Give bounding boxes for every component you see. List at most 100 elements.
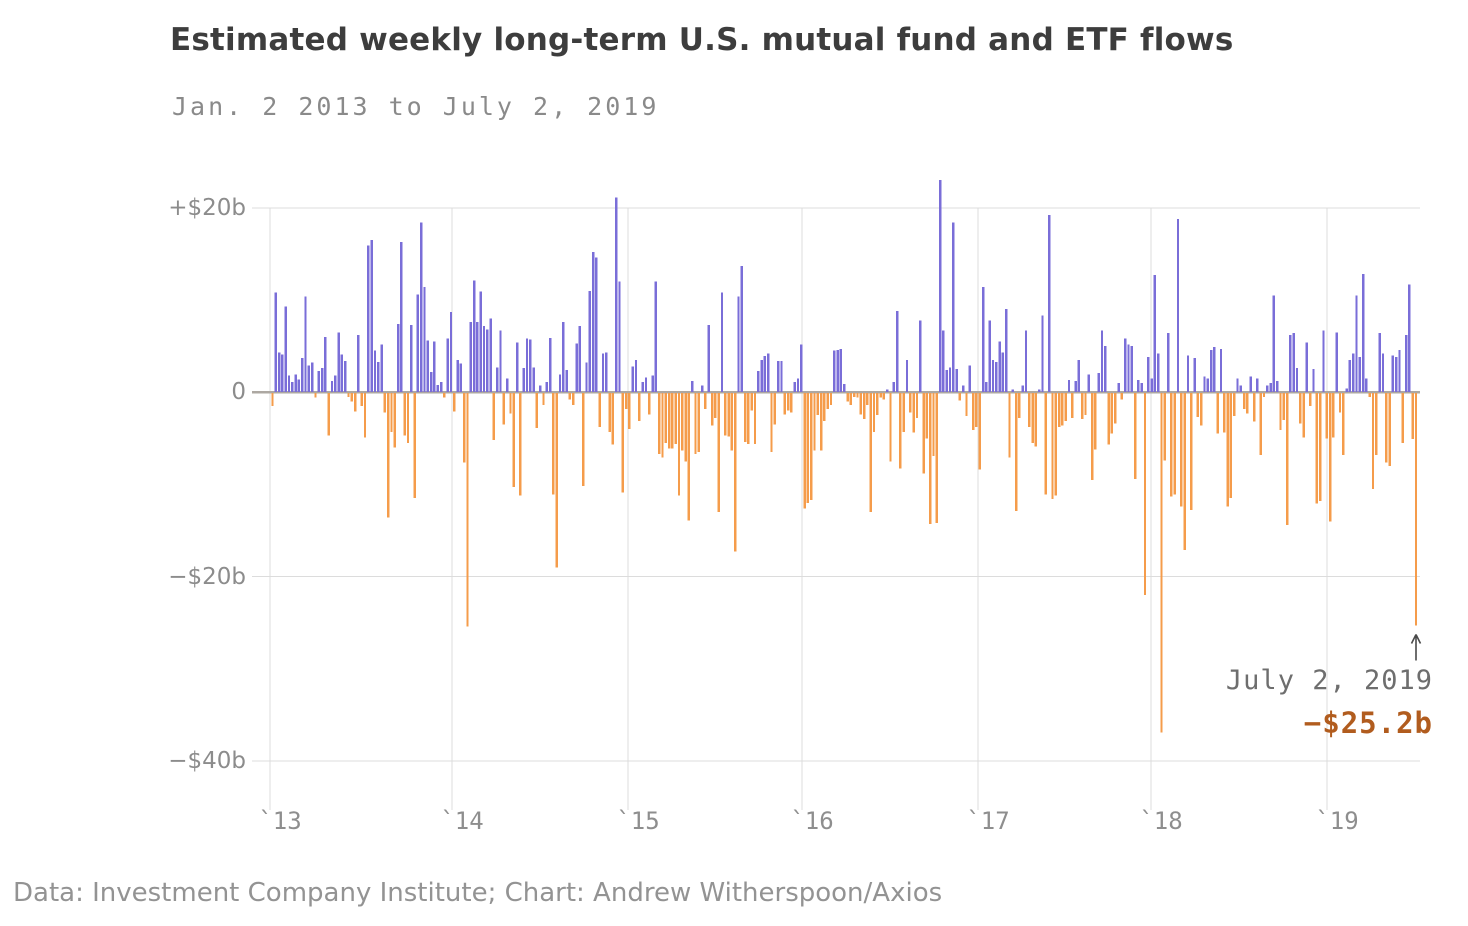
outflow-bar — [790, 393, 793, 413]
outflow-bar — [1160, 393, 1163, 733]
inflow-bar — [1176, 218, 1180, 393]
inflow-bar — [948, 367, 952, 393]
outflow-bar — [628, 393, 631, 430]
outflow-bar — [535, 393, 539, 429]
chart-subtitle: Jan. 2 2013 to July 2, 2019 — [172, 92, 660, 121]
inflow-bar — [1127, 344, 1130, 393]
inflow-bar — [373, 350, 377, 393]
outflow-bar — [730, 393, 734, 451]
inflow-bar — [839, 348, 843, 393]
inflow-bar — [988, 320, 991, 393]
inflow-bar — [1348, 359, 1352, 393]
inflow-bar — [449, 311, 453, 393]
inflow-bar — [304, 296, 307, 393]
inflow-bar — [525, 338, 529, 393]
inflow-bar — [532, 367, 535, 393]
outflow-bar — [393, 393, 396, 448]
inflow-bar — [1358, 357, 1362, 393]
inflow-bar — [644, 377, 648, 393]
outflow-bar — [813, 393, 816, 451]
outflow-bar — [661, 393, 664, 458]
outflow-bar — [1368, 393, 1371, 397]
inflow-bar — [776, 360, 780, 393]
outflow-bar — [783, 393, 786, 415]
inflow-bar — [1345, 388, 1348, 393]
outflow-bar — [717, 393, 720, 513]
outflow-bar — [1061, 393, 1064, 426]
inflow-bar — [1100, 330, 1104, 393]
outflow-bar — [882, 393, 886, 400]
outflow-bar — [1107, 393, 1110, 445]
v-gridline — [1150, 207, 1152, 811]
inflow-bar — [796, 378, 800, 393]
outflow-bar — [1071, 393, 1074, 418]
inflow-bar — [334, 375, 337, 393]
outflow-bar — [697, 393, 701, 453]
inflow-bar — [558, 374, 562, 393]
outflow-bar — [1242, 393, 1246, 409]
inflow-bar — [459, 363, 463, 393]
outflow-bar — [271, 393, 274, 407]
inflow-bar — [1365, 378, 1368, 393]
inflow-bar — [833, 350, 836, 393]
inflow-bar — [357, 335, 360, 393]
inflow-bar — [1381, 353, 1385, 393]
inflow-bar — [1305, 342, 1309, 393]
outflow-bar — [1223, 393, 1226, 433]
inflow-bar — [317, 370, 320, 393]
outflow-bar — [1325, 393, 1328, 439]
inflow-bar — [938, 180, 942, 393]
inflow-bar — [945, 370, 948, 393]
inflow-bar — [274, 292, 278, 393]
outflow-bar — [1299, 393, 1302, 424]
inflow-bar — [426, 340, 430, 393]
outflow-bar — [403, 393, 406, 436]
outflow-bar — [390, 393, 393, 432]
outflow-bar — [383, 393, 387, 413]
outflow-bar — [694, 393, 697, 454]
inflow-bar — [410, 324, 413, 393]
inflow-bar — [479, 291, 482, 393]
inflow-bar — [548, 337, 552, 393]
x-tick-label: `15 — [616, 807, 660, 835]
inflow-bar — [995, 361, 998, 393]
outflow-bar — [899, 393, 902, 469]
outflow-bar — [770, 393, 773, 453]
outflow-bar — [965, 393, 968, 417]
outflow-bar — [1064, 393, 1067, 421]
outflow-bar — [1229, 393, 1233, 499]
outflow-bar — [889, 393, 892, 462]
outflow-bar — [1081, 393, 1084, 419]
inflow-bar — [505, 378, 509, 393]
inflow-bar — [469, 322, 472, 393]
inflow-bar — [1067, 380, 1071, 393]
outflow-bar — [819, 393, 823, 451]
outflow-bar — [1110, 393, 1114, 434]
outflow-bar — [932, 393, 935, 456]
x-tick-label: `14 — [440, 807, 484, 835]
outflow-bar — [687, 393, 691, 521]
inflow-bar — [1378, 333, 1381, 393]
outflow-bar — [360, 393, 363, 407]
inflow-bar — [905, 359, 909, 393]
inflow-bar — [1206, 378, 1209, 393]
x-tick-label: `19 — [1315, 807, 1359, 835]
inflow-bar — [981, 287, 985, 393]
outflow-bar — [572, 393, 575, 406]
inflow-bar — [968, 365, 972, 393]
inflow-bar — [1239, 385, 1243, 393]
outflow-bar — [568, 393, 572, 400]
inflow-bar — [1024, 330, 1028, 393]
inflow-bar — [396, 323, 400, 393]
outflow-bar — [846, 393, 849, 402]
outflow-bar — [1246, 393, 1249, 414]
inflow-bar — [287, 375, 291, 393]
outflow-bar — [1279, 393, 1282, 430]
outflow-bar — [1285, 393, 1289, 525]
inflow-bar — [370, 240, 373, 393]
inflow-bar — [496, 367, 499, 393]
outflow-bar — [1216, 393, 1219, 434]
y-tick-label: −$20b — [168, 563, 246, 590]
outflow-bar — [975, 393, 978, 428]
